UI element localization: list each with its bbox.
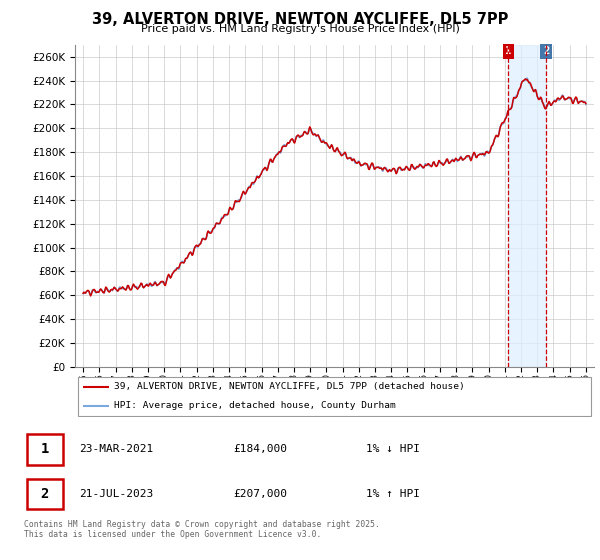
- Text: 39, ALVERTON DRIVE, NEWTON AYCLIFFE, DL5 7PP (detached house): 39, ALVERTON DRIVE, NEWTON AYCLIFFE, DL5…: [114, 382, 464, 391]
- FancyBboxPatch shape: [27, 479, 62, 510]
- Text: 39, ALVERTON DRIVE, NEWTON AYCLIFFE, DL5 7PP: 39, ALVERTON DRIVE, NEWTON AYCLIFFE, DL5…: [92, 12, 508, 27]
- Text: £184,000: £184,000: [234, 445, 288, 454]
- FancyBboxPatch shape: [27, 434, 62, 465]
- Text: 2: 2: [543, 46, 549, 57]
- Text: 1% ↑ HPI: 1% ↑ HPI: [366, 489, 420, 499]
- Text: £207,000: £207,000: [234, 489, 288, 499]
- FancyBboxPatch shape: [77, 377, 592, 416]
- Text: 2: 2: [41, 487, 49, 501]
- Text: HPI: Average price, detached house, County Durham: HPI: Average price, detached house, Coun…: [114, 402, 395, 410]
- Text: 1: 1: [41, 442, 49, 456]
- Text: 21-JUL-2023: 21-JUL-2023: [79, 489, 154, 499]
- Text: 1% ↓ HPI: 1% ↓ HPI: [366, 445, 420, 454]
- Text: 23-MAR-2021: 23-MAR-2021: [79, 445, 154, 454]
- Text: 1: 1: [505, 46, 511, 57]
- Text: Contains HM Land Registry data © Crown copyright and database right 2025.
This d: Contains HM Land Registry data © Crown c…: [24, 520, 380, 539]
- Bar: [508, 45, 546, 367]
- Text: Price paid vs. HM Land Registry's House Price Index (HPI): Price paid vs. HM Land Registry's House …: [140, 24, 460, 34]
